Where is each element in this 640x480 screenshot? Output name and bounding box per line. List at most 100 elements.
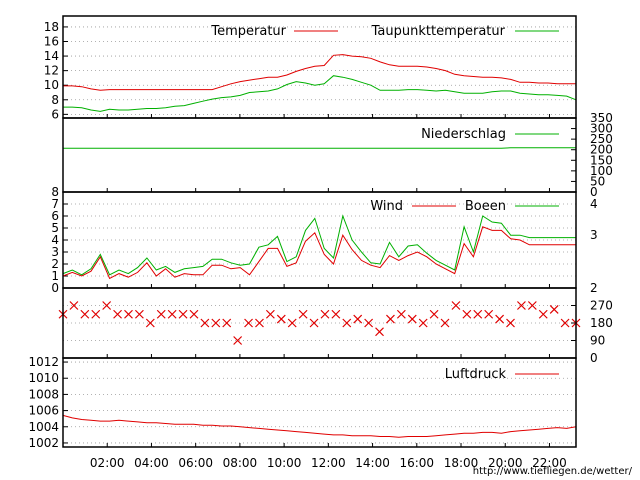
legend-label: Boeen (465, 199, 506, 214)
x-tick-label: 08:00 (223, 456, 258, 470)
direction-point (265, 309, 275, 319)
y-right-tick-label: 350 (590, 111, 613, 125)
y-right-tick-label: 250 (590, 132, 613, 146)
y-tick-label: 1008 (28, 387, 59, 401)
direction-point (222, 318, 232, 328)
y-tick-label: 5 (51, 221, 59, 235)
y-tick-label: 4 (51, 233, 59, 247)
direction-point (429, 309, 439, 319)
direction-point (386, 314, 395, 324)
y-tick-label: 1004 (28, 420, 59, 434)
y-right-tick-label: 0 (590, 185, 598, 199)
direction-point (276, 314, 286, 324)
series-line (63, 75, 577, 112)
direction-point (364, 318, 374, 328)
y-tick-label: 0 (51, 281, 59, 295)
direction-point (189, 309, 199, 319)
direction-point (211, 318, 221, 328)
direction-point (407, 314, 417, 324)
series-line (62, 414, 577, 438)
y-tick-label: 1006 (28, 404, 59, 418)
direction-point (331, 309, 341, 319)
x-tick-label: 14:00 (355, 456, 390, 470)
direction-point (167, 309, 177, 319)
direction-point (462, 309, 472, 319)
direction-point (113, 309, 122, 319)
direction-point (124, 309, 133, 319)
direction-point (418, 318, 428, 328)
direction-point (473, 309, 483, 319)
legend-label: Taupunkttemperatur (371, 24, 506, 39)
y-tick-label: 16 (44, 35, 59, 49)
y-right-tick-label: 4 (590, 197, 598, 211)
y-tick-label: 7 (51, 197, 59, 211)
x-tick-label: 16:00 (399, 456, 434, 470)
y-tick-label: 10 (44, 78, 59, 92)
y-tick-label: 14 (44, 49, 59, 63)
y-tick-label: 12 (44, 64, 59, 78)
y-tick-label: 1010 (28, 371, 59, 385)
y-tick-label: 8 (51, 93, 59, 107)
legend-label: Luftdruck (445, 367, 507, 382)
direction-point (375, 327, 384, 337)
x-tick-label: 18:00 (444, 456, 479, 470)
direction-point (178, 309, 188, 319)
direction-point (560, 318, 570, 328)
legend-label: Temperatur (210, 24, 286, 39)
direction-point (80, 309, 90, 319)
direction-point (353, 314, 363, 324)
y-tick-label: 1 (51, 269, 59, 283)
series-line (62, 226, 576, 280)
direction-point (134, 309, 144, 319)
direction-point (309, 318, 319, 328)
x-tick-label: 04:00 (134, 456, 169, 470)
direction-point (91, 309, 101, 319)
y-right-tick-label: 100 (590, 164, 613, 178)
direction-point (549, 304, 559, 314)
y-tick-label: 1002 (28, 436, 59, 450)
y-tick-label: 18 (44, 20, 59, 34)
direction-point (156, 309, 166, 319)
direction-point (255, 318, 264, 328)
direction-point (233, 336, 243, 345)
series-line (62, 214, 576, 276)
y-tick-label: 6 (51, 107, 59, 121)
x-tick-label: 10:00 (267, 456, 302, 470)
credit-url[interactable]: http://www.tiefliegen.de/wetter/ (473, 466, 633, 477)
direction-point (495, 314, 505, 324)
x-tick-label: 22:00 (532, 456, 567, 470)
x-tick-label: 12:00 (311, 456, 346, 470)
y-right-tick-label: 90 (590, 334, 605, 348)
direction-point (451, 301, 461, 310)
direction-point (69, 301, 79, 310)
direction-point (298, 309, 308, 319)
direction-point (200, 318, 210, 328)
y-tick-label: 8 (51, 185, 59, 199)
direction-point (440, 318, 450, 328)
y-right-tick-label: 3 (590, 228, 598, 242)
direction-point (287, 318, 297, 328)
series-line (63, 54, 576, 91)
direction-point (342, 318, 352, 328)
direction-point (102, 301, 112, 310)
y-tick-label: 2 (51, 257, 59, 271)
legend-label: Wind (370, 199, 403, 214)
y-right-tick-label: 270 (590, 299, 613, 313)
y-tick-label: 3 (51, 245, 59, 259)
y-right-tick-label: 200 (590, 143, 613, 157)
direction-point (538, 309, 548, 319)
direction-point (484, 309, 494, 319)
direction-point (145, 318, 155, 328)
x-tick-label: 02:00 (90, 456, 125, 470)
legend-label: Niederschlag (421, 127, 506, 142)
y-right-tick-label: 50 (590, 174, 605, 188)
direction-point (506, 318, 515, 328)
y-right-tick-label: 180 (590, 316, 613, 330)
direction-point (396, 309, 406, 319)
y-right-tick-label: 300 (590, 122, 613, 136)
x-tick-label: 20:00 (488, 456, 523, 470)
y-right-tick-label: 0 (590, 351, 598, 365)
y-tick-label: 6 (51, 209, 59, 223)
